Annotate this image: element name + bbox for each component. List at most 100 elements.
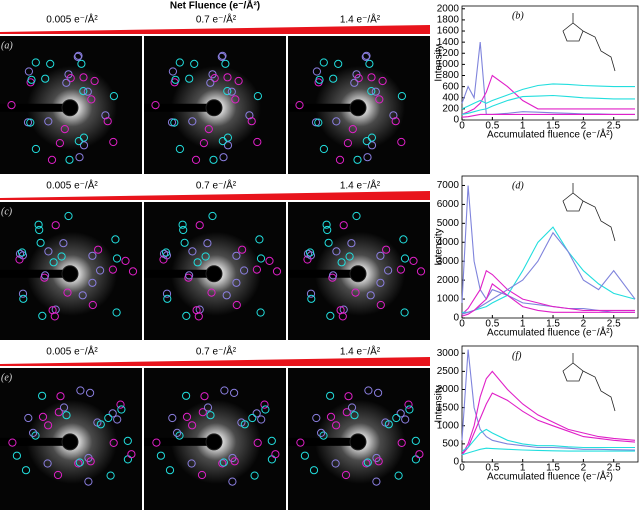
y-axis-label: Intensity <box>434 44 445 81</box>
spot-marker <box>347 403 357 412</box>
spot-marker <box>74 459 83 468</box>
spot-marker <box>361 52 370 62</box>
spot-marker <box>7 101 16 110</box>
spot-marker <box>8 438 17 447</box>
spot-marker <box>217 52 226 62</box>
spot-marker <box>238 245 247 254</box>
x-tick-label: 2 <box>581 121 587 132</box>
y-tick-label: 1500 <box>437 402 460 413</box>
spot-marker <box>366 291 375 300</box>
spot-marker <box>185 271 194 280</box>
x-tick-label: 1.5 <box>546 319 560 330</box>
data-line <box>461 283 635 317</box>
spot-marker <box>306 248 315 257</box>
spot-marker <box>162 248 171 257</box>
spot-marker <box>337 258 346 267</box>
spot-marker <box>329 271 338 280</box>
spot-marker <box>198 408 207 417</box>
spot-marker <box>362 459 371 468</box>
spot-marker <box>54 408 63 417</box>
spot-marker <box>240 266 249 275</box>
spot-marker <box>409 256 418 265</box>
spot-marker <box>60 125 69 134</box>
spot-marker <box>62 411 71 420</box>
beam-stop <box>205 265 223 283</box>
spot-marker <box>113 415 122 424</box>
data-line <box>461 447 635 456</box>
spot-marker <box>397 438 406 447</box>
data-line <box>461 185 635 313</box>
spot-marker <box>88 251 97 260</box>
spot-marker <box>350 411 359 420</box>
spot-marker <box>96 266 105 275</box>
beam-stop-arm <box>0 269 68 278</box>
spot-marker <box>173 428 182 437</box>
spot-marker <box>352 211 361 221</box>
spot-marker <box>190 59 199 69</box>
spot-marker <box>335 155 345 164</box>
x-tick-label: 2.5 <box>607 463 621 474</box>
spot-marker <box>303 255 312 264</box>
x-tick-label: 0 <box>459 463 465 474</box>
spot-marker <box>351 288 360 297</box>
y-tick-label: 5000 <box>437 218 460 229</box>
spot-marker <box>46 59 55 69</box>
spot-marker <box>86 457 95 466</box>
beam-stop <box>205 99 223 117</box>
spot-marker <box>392 413 401 423</box>
spot-marker <box>384 420 393 429</box>
spot-marker <box>109 92 119 101</box>
plot-area <box>461 345 639 463</box>
spot-marker <box>66 74 75 83</box>
spot-marker <box>84 477 93 486</box>
beam-stop <box>349 265 367 283</box>
spot-marker <box>165 466 175 475</box>
x-tick-label: 1.5 <box>546 463 560 474</box>
y-axis-label: Intensity <box>434 385 445 422</box>
y-tick-label: 1000 <box>437 59 460 70</box>
spot-marker <box>230 457 239 466</box>
beam-stop <box>349 99 367 117</box>
beam-stop <box>61 99 79 117</box>
plot-area <box>461 175 639 319</box>
spot-marker <box>271 450 280 459</box>
spot-marker <box>179 225 188 235</box>
spot-marker <box>188 421 197 430</box>
spot-marker <box>319 58 328 67</box>
spot-marker <box>295 101 304 110</box>
spot-marker <box>191 155 201 164</box>
y-tick-label: 2500 <box>437 366 460 377</box>
spot-marker <box>223 87 232 96</box>
spot-marker <box>83 87 92 96</box>
y-tick-label: 1600 <box>437 26 460 37</box>
spot-marker <box>306 289 316 298</box>
x-tick-label: 2 <box>581 463 587 474</box>
spot-marker <box>331 459 340 468</box>
spot-marker <box>362 51 371 60</box>
x-tick-label: 1 <box>520 463 526 474</box>
spot-marker <box>127 450 136 459</box>
panel-label: (d) <box>512 180 524 191</box>
y-axis-label: Intensity <box>434 228 445 265</box>
spot-marker <box>182 412 192 421</box>
spot-marker <box>400 254 410 263</box>
spot-marker <box>79 87 88 96</box>
spot-marker <box>182 391 191 400</box>
spot-marker <box>415 450 424 459</box>
spot-marker <box>187 459 196 468</box>
spot-marker <box>15 255 24 264</box>
spot-marker <box>109 438 118 447</box>
spot-marker <box>86 388 95 397</box>
spot-marker <box>104 413 113 423</box>
spot-marker <box>171 75 180 84</box>
spot-marker <box>323 225 332 235</box>
spot-marker <box>27 75 36 84</box>
spot-marker <box>36 238 45 247</box>
y-tick-label: 200 <box>442 104 459 115</box>
spot-marker <box>319 144 328 154</box>
spot-marker <box>57 252 66 261</box>
spot-marker <box>396 409 405 418</box>
figure-title: Net Fluence (e⁻/Å²) <box>170 0 260 12</box>
fluence-label: 0.005 e⁻/Å² <box>46 179 98 192</box>
